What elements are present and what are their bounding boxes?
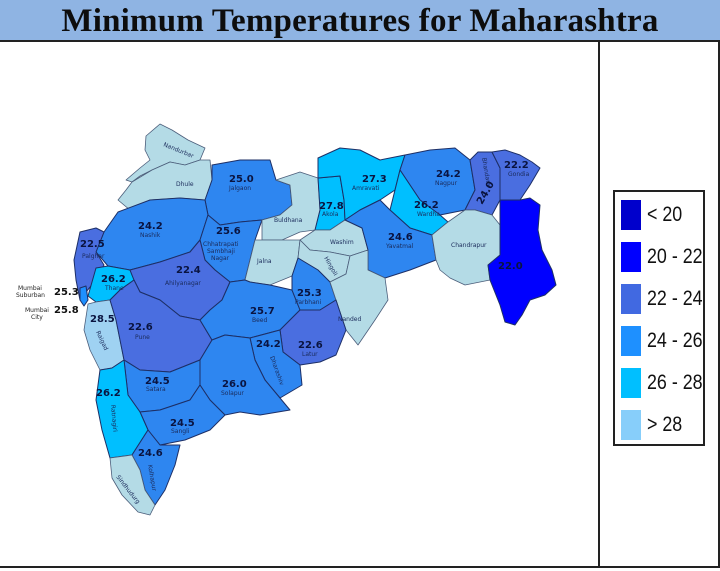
title-bar: Minimum Temperatures for Maharashtra xyxy=(0,0,720,42)
district-bhandara[interactable] xyxy=(464,151,501,216)
legend-swatch xyxy=(621,284,641,314)
label-palghar-name: Palghar xyxy=(82,253,105,260)
label-kolhapur-name: Kolhapur xyxy=(146,464,158,492)
legend-swatch xyxy=(621,368,641,398)
label-pune-name: Pune xyxy=(135,334,150,341)
legend: < 20 20 - 22 22 - 24 24 - 26 26 - 28 > 2… xyxy=(613,190,705,446)
label-bhandara-name: Bhandara xyxy=(480,157,492,187)
label-palghar-value: 22.5 xyxy=(80,239,105,250)
label-jalgaon-value: 25.0 xyxy=(229,174,254,185)
label-jalgaon-name: Jalgaon xyxy=(228,185,251,192)
label-csn-name-2: Sambhaji xyxy=(207,248,235,255)
label-beed-value: 25.7 xyxy=(250,306,275,317)
label-nanded-name: Nanded xyxy=(338,316,361,323)
label-satara-name: Satara xyxy=(146,386,166,393)
label-amravati-value: 27.3 xyxy=(362,174,387,185)
label-latur-name: Latur xyxy=(302,351,318,358)
legend-item-20-22: 20 - 22 xyxy=(619,242,703,274)
legend-label: 26 - 28 xyxy=(647,371,703,394)
district-mumbai-suburban[interactable] xyxy=(79,285,89,307)
label-wardha-value: 26.2 xyxy=(414,200,439,211)
label-jalna-name: Jalna xyxy=(256,258,272,265)
label-ahilyanagar-value: 22.4 xyxy=(176,265,201,276)
label-mumbai-city-name-1: Mumbai xyxy=(25,307,49,314)
map-cell: Nandurbar Dhule 25.0 Jalgaon 24.2 Nashik… xyxy=(0,42,598,566)
label-mumbai-suburban-value: 25.3 xyxy=(54,287,79,298)
label-nashik-value: 24.2 xyxy=(138,221,163,232)
legend-item-22-24: 22 - 24 xyxy=(619,284,703,316)
maharashtra-map: Nandurbar Dhule 25.0 Jalgaon 24.2 Nashik… xyxy=(16,123,557,516)
district-amravati[interactable] xyxy=(317,147,406,221)
legend-label: 20 - 22 xyxy=(647,245,703,268)
label-thane-value: 26.2 xyxy=(101,274,126,285)
label-ratnagiri-value: 26.2 xyxy=(96,388,121,399)
label-chandrapur-name: Chandrapur xyxy=(451,242,487,249)
label-mumbai-suburban-name-1: Mumbai xyxy=(18,285,42,292)
label-akola-name: Akola xyxy=(322,211,339,218)
label-mumbai-city-name-2: City xyxy=(31,314,43,321)
label-solapur-name: Solapur xyxy=(221,390,244,397)
label-sangli-name: Sangli xyxy=(171,428,190,435)
label-solapur-value: 26.0 xyxy=(222,379,247,390)
label-yavatmal-name: Yavatmal xyxy=(385,243,414,250)
legend-cell xyxy=(598,42,720,566)
legend-item-gt28: > 28 xyxy=(619,410,703,442)
legend-label: 22 - 24 xyxy=(647,287,703,310)
label-mumbai-city-value: 25.8 xyxy=(54,305,79,316)
label-sangli-value: 24.5 xyxy=(170,418,195,429)
label-parbhani-name: Parbhani xyxy=(295,299,322,306)
legend-swatch xyxy=(621,242,641,272)
label-latur-value: 22.6 xyxy=(298,340,323,351)
district-gondia[interactable] xyxy=(491,149,541,201)
district-sindhudurg[interactable] xyxy=(109,454,156,516)
label-dharashiv-value: 24.2 xyxy=(256,339,281,350)
label-beed-name: Beed xyxy=(252,317,267,324)
label-ahilyanagar-name: Ahilyanagar xyxy=(165,280,201,287)
label-kolhapur-value: 24.6 xyxy=(138,448,163,459)
legend-item-lt20: < 20 xyxy=(619,200,703,232)
label-washim-name: Washim xyxy=(330,239,354,246)
label-wardha-name: Wardha xyxy=(417,211,440,218)
page-title: Minimum Temperatures for Maharashtra xyxy=(61,3,659,39)
legend-item-26-28: 26 - 28 xyxy=(619,368,703,400)
label-nagpur-value: 24.2 xyxy=(436,169,461,180)
label-dhule-name: Dhule xyxy=(176,181,194,188)
label-buldhana-name: Buldhana xyxy=(274,217,303,224)
label-raigad-value: 28.5 xyxy=(90,314,115,325)
label-nashik-name: Nashik xyxy=(140,232,161,239)
label-nagpur-name: Nagpur xyxy=(435,180,458,187)
label-mumbai-suburban-name-2: Suburban xyxy=(16,292,45,299)
legend-swatch xyxy=(621,200,641,230)
legend-item-24-26: 24 - 26 xyxy=(619,326,703,358)
label-akola-value: 27.8 xyxy=(319,201,344,212)
label-csn-name-1: Chhatrapati xyxy=(203,241,239,248)
label-satara-value: 24.5 xyxy=(145,376,170,387)
district-gadchiroli[interactable] xyxy=(487,197,557,326)
label-thane-name: Thane xyxy=(104,285,124,292)
label-yavatmal-value: 24.6 xyxy=(388,232,413,243)
legend-label: > 28 xyxy=(647,413,683,436)
label-amravati-name: Amravati xyxy=(352,185,380,192)
label-csn-name-3: Nagar xyxy=(211,255,230,262)
legend-label: 24 - 26 xyxy=(647,329,703,352)
label-ratnagiri-name: Ratnagiri xyxy=(109,405,118,433)
label-parbhani-value: 25.3 xyxy=(297,288,322,299)
label-csn-value: 25.6 xyxy=(216,226,241,237)
label-gondia-value: 22.2 xyxy=(504,160,529,171)
legend-label: < 20 xyxy=(647,203,683,226)
label-gadchiroli-value: 22.0 xyxy=(498,261,523,272)
label-pune-value: 22.6 xyxy=(128,322,153,333)
label-gondia-name: Gondia xyxy=(508,171,530,178)
legend-swatch xyxy=(621,326,641,356)
legend-swatch xyxy=(621,410,641,440)
